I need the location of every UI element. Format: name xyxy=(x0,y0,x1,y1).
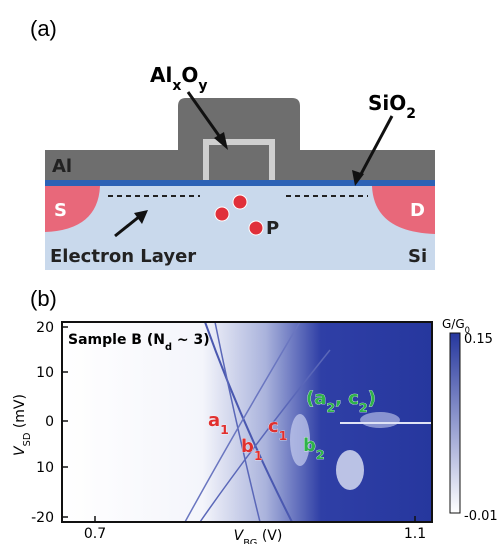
y-tick-label: 10 xyxy=(36,365,54,381)
text-part: G/G xyxy=(442,317,465,331)
colorbar-min: -0.01 xyxy=(464,509,498,524)
p-label: P xyxy=(266,218,279,239)
panel-label: (a) xyxy=(30,16,57,41)
text-part: 2 xyxy=(316,447,325,462)
device-schematic xyxy=(45,91,435,270)
text-part: SD xyxy=(22,433,33,447)
text-part: Al xyxy=(150,63,172,87)
text-part: V xyxy=(12,445,28,456)
sio2-label: SiO2 xyxy=(368,91,416,122)
text-part: (V) xyxy=(257,528,282,544)
panel-label: (b) xyxy=(30,286,57,311)
text-part: 0 xyxy=(465,325,470,335)
state-label: b1 xyxy=(241,436,263,463)
state-label: b2 xyxy=(303,435,325,462)
y-tick-label: 10 xyxy=(36,460,54,476)
text-part: BG xyxy=(243,538,257,544)
colorbar-max: 0.15 xyxy=(464,332,493,347)
electron-layer-label: Electron Layer xyxy=(50,246,196,267)
x-axis-label: VBG (V) xyxy=(234,528,283,544)
state-label: a1 xyxy=(208,410,229,437)
map-title: Sample B (Nd ~ 3) xyxy=(68,332,210,353)
text-part: 1 xyxy=(279,428,288,443)
text-part: , c xyxy=(335,388,359,409)
y-axis-label: VSD (mV) xyxy=(12,394,33,456)
text-part: x xyxy=(172,78,181,94)
text-part: b xyxy=(241,436,254,457)
text-part: V xyxy=(234,528,245,544)
text-part: 2 xyxy=(326,400,335,415)
text-part: 2 xyxy=(406,106,416,122)
text-part: 2 xyxy=(359,400,368,415)
text-part: d xyxy=(165,342,172,353)
text-part: Sample B (N xyxy=(68,332,165,348)
text-part: SiO xyxy=(368,91,406,115)
conductance-map xyxy=(61,321,461,523)
text-part: b xyxy=(303,435,316,456)
text-part: a xyxy=(208,410,220,431)
text-part: 1 xyxy=(220,422,229,437)
al-label: Al xyxy=(52,156,72,177)
y-tick-label: 0 xyxy=(45,414,54,430)
y-tick-label: 20 xyxy=(36,320,54,336)
text-part: (mV) xyxy=(12,394,28,433)
x-tick-label: 1.1 xyxy=(404,526,426,542)
y-tick-label: -20 xyxy=(31,510,54,526)
source-label: S xyxy=(54,200,67,221)
state-label: c1 xyxy=(268,416,287,443)
text-part: (a xyxy=(306,388,326,409)
drain-label: D xyxy=(410,200,425,221)
text-part: y xyxy=(198,78,207,94)
text-part: c xyxy=(268,416,279,437)
text-part: ) xyxy=(368,388,376,409)
state-label: (a2, c2) xyxy=(306,388,376,415)
x-tick-label: 0.7 xyxy=(84,526,106,542)
text-part: O xyxy=(181,63,198,87)
text-part: ~ 3) xyxy=(172,332,210,348)
colorbar-label: G/G0 xyxy=(442,317,470,335)
oxide-label: AlxOy xyxy=(150,63,208,94)
si-label: Si xyxy=(408,246,427,267)
text-part: 1 xyxy=(254,448,263,463)
